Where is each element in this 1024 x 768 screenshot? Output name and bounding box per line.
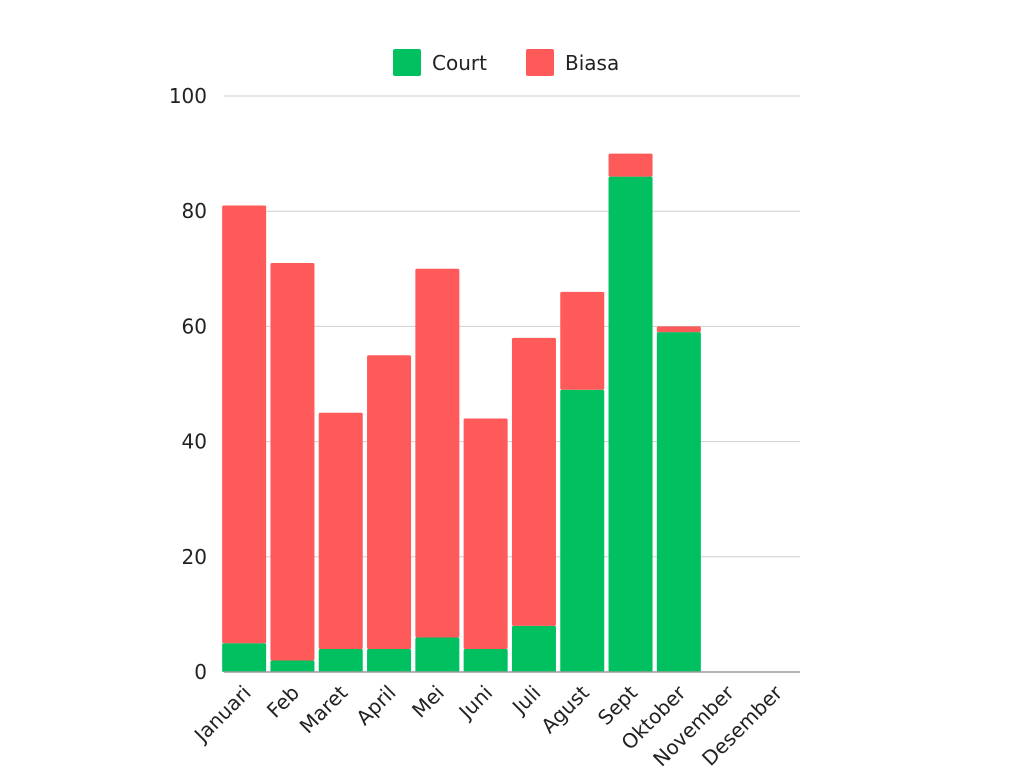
x-tick-label-mei: Mei [407, 681, 449, 723]
bar-court-oktober [656, 332, 701, 672]
legend-label-court: Court [432, 51, 487, 75]
bar-court-agust [560, 389, 605, 672]
bar-court-feb [270, 660, 315, 672]
bar-court-juni [463, 648, 508, 672]
bar-court-maret [318, 648, 363, 672]
x-tick-label-agust: Agust [536, 680, 594, 738]
bar-biasa-januari [222, 205, 267, 644]
x-tick-label-feb: Feb [262, 681, 304, 723]
bar-biasa-juli [511, 337, 556, 626]
y-tick-label-0: 0 [194, 660, 207, 684]
bar-biasa-juni [463, 418, 508, 649]
bar-biasa-mei [415, 268, 460, 638]
bar-court-mei [415, 637, 460, 672]
bar-biasa-april [367, 355, 412, 649]
bar-biasa-sept [608, 153, 653, 177]
bar-biasa-agust [560, 291, 605, 390]
bars [222, 153, 701, 672]
y-axis-ticks: 0 20 40 60 80 100 [169, 84, 207, 684]
legend-label-biasa: Biasa [565, 51, 619, 75]
y-tick-label-100: 100 [169, 84, 207, 108]
x-tick-label-juni: Juni [453, 681, 497, 725]
bar-biasa-feb [270, 263, 315, 661]
x-tick-label-januari: Januari [188, 681, 256, 749]
y-tick-label-40: 40 [182, 430, 207, 454]
bar-biasa-oktober [656, 326, 701, 333]
bar-court-juli [511, 625, 556, 672]
bar-biasa-maret [318, 412, 363, 649]
x-tick-label-juli: Juli [506, 681, 545, 720]
bar-court-april [367, 648, 412, 672]
legend: Court Biasa [393, 49, 619, 76]
legend-swatch-biasa [526, 49, 554, 76]
x-tick-label-april: April [351, 681, 400, 730]
legend-swatch-court [393, 49, 421, 76]
y-tick-label-20: 20 [182, 545, 207, 569]
x-tick-label-maret: Maret [295, 680, 353, 738]
y-tick-label-80: 80 [182, 199, 207, 223]
bar-court-januari [222, 643, 267, 672]
bar-court-sept [608, 176, 653, 672]
y-tick-label-60: 60 [182, 314, 207, 338]
